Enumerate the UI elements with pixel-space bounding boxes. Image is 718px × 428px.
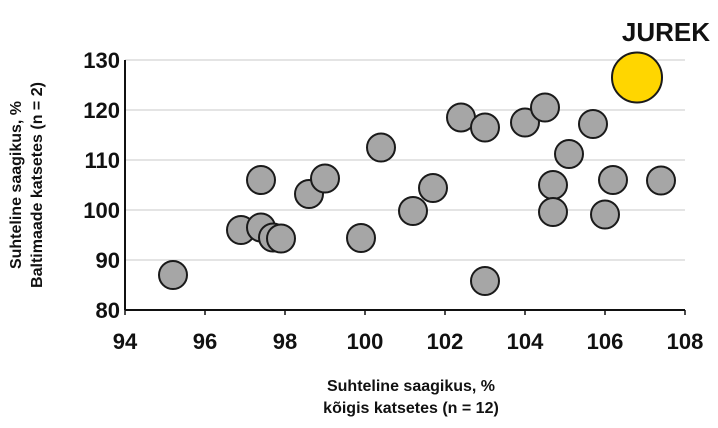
- data-point-17: [530, 92, 560, 123]
- data-point-24: [646, 165, 676, 196]
- highlight-label: JUREK: [622, 17, 710, 47]
- axes: [124, 60, 686, 315]
- highlight-group: [611, 51, 663, 104]
- data-point-14: [470, 112, 500, 143]
- data-point-10: [366, 132, 396, 163]
- data-point-16: [510, 107, 540, 138]
- data-point-6: [266, 223, 296, 254]
- data-point-23: [598, 165, 628, 195]
- data-point-9: [346, 223, 376, 253]
- y-tick-label-110: 110: [85, 148, 121, 173]
- grid-lines: [125, 59, 685, 261]
- data-point-12: [418, 173, 448, 203]
- y-tick-label-120: 120: [83, 98, 120, 123]
- x-tick-label-102: 102: [427, 329, 464, 354]
- y-tick-label-80: 80: [96, 298, 120, 323]
- x-tick-label-108: 108: [667, 329, 704, 354]
- y-tick-label-100: 100: [83, 198, 120, 223]
- tick-labels: 94 96 98 100 102 104 106 108 80 90 100 110 120 130: [83, 48, 703, 354]
- x-axis-title-line-1: Suhteline saagikus, %: [327, 378, 495, 395]
- y-axis-title-line-2: Baltimaade katsetes (n = 2): [29, 82, 46, 288]
- x-tick-label-94: 94: [113, 329, 138, 354]
- y-tick-label-90: 90: [96, 248, 120, 273]
- x-tick-label-96: 96: [193, 329, 217, 354]
- x-axis-title-line-2: kõigis katsetes (n = 12): [323, 400, 499, 417]
- y-tick-label-130: 130: [83, 48, 120, 73]
- highlight-point: [611, 51, 663, 104]
- y-axis-title-line-1: Suhteline saagikus, %: [8, 101, 25, 269]
- data-point-21: [578, 109, 608, 139]
- x-tick-label-104: 104: [507, 329, 544, 354]
- data-point-11: [398, 196, 428, 226]
- data-point-20: [554, 139, 584, 169]
- data-points: [158, 92, 676, 296]
- x-tick-label-106: 106: [587, 329, 624, 354]
- data-point-4: [246, 165, 276, 195]
- data-point-8: [310, 163, 340, 194]
- data-point-1: [158, 260, 188, 290]
- data-point-22: [590, 199, 620, 230]
- x-tick-label-98: 98: [273, 329, 297, 354]
- data-point-15: [470, 266, 500, 296]
- data-point-19: [538, 197, 568, 227]
- x-tick-label-100: 100: [347, 329, 384, 354]
- data-point-18: [538, 170, 568, 200]
